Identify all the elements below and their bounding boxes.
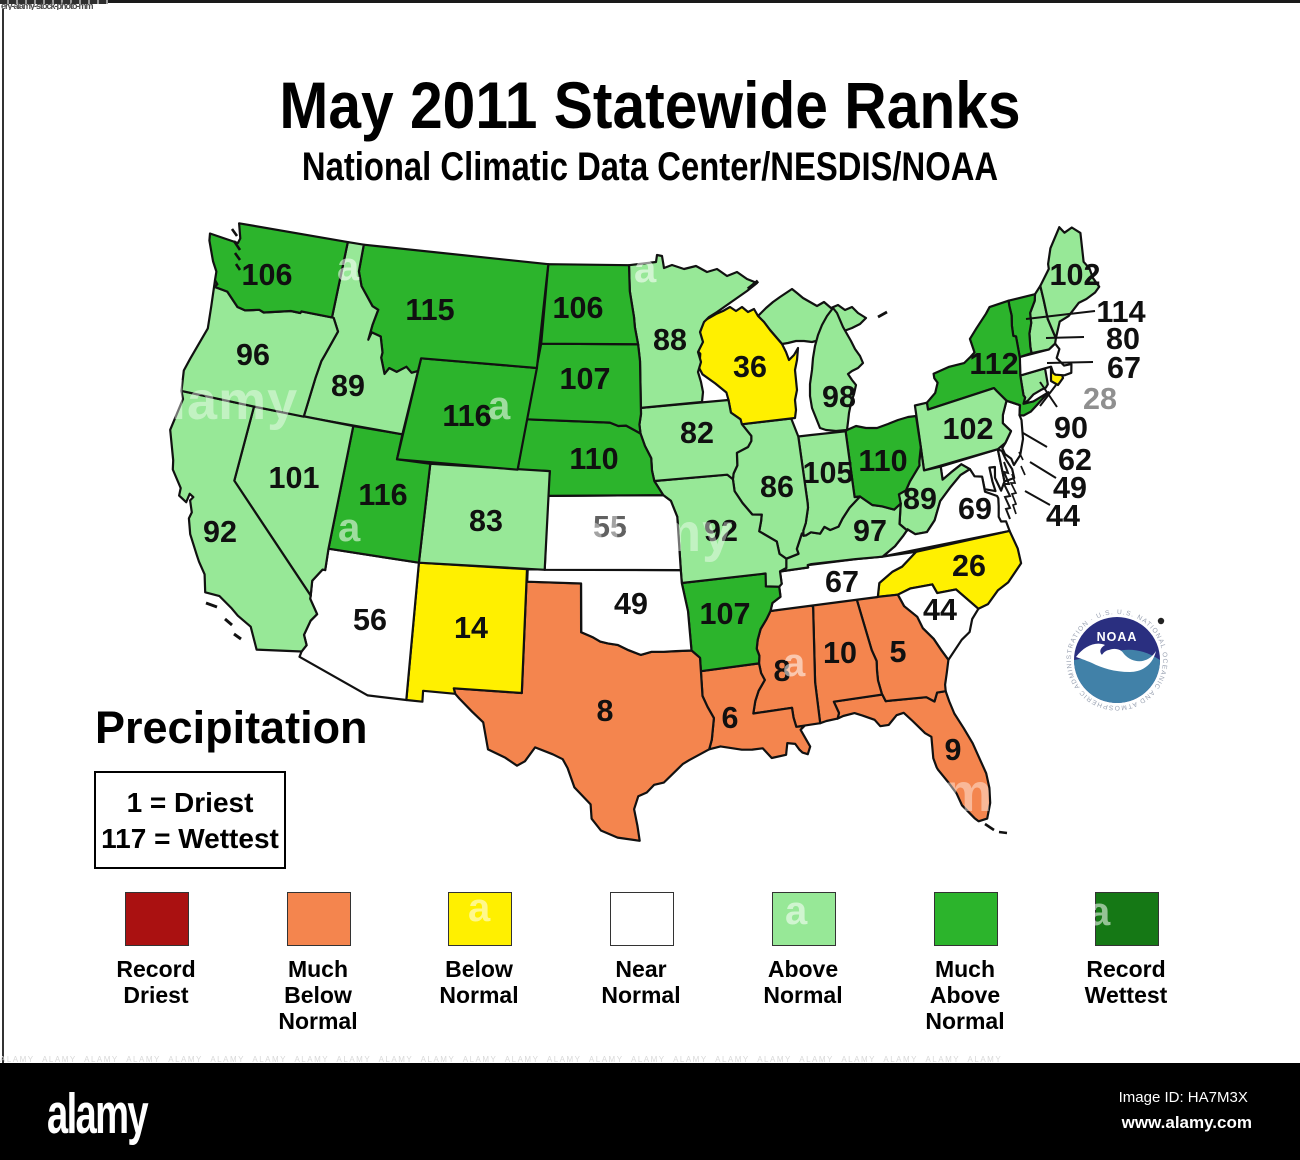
svg-text:14: 14 <box>454 611 488 645</box>
svg-text:67: 67 <box>825 565 859 599</box>
svg-text:106: 106 <box>553 291 604 325</box>
svg-text:8: 8 <box>597 694 614 728</box>
svg-text:62: 62 <box>1058 443 1092 477</box>
svg-text:44: 44 <box>923 593 957 627</box>
svg-text:114: 114 <box>1096 295 1145 329</box>
svg-text:86: 86 <box>760 470 794 504</box>
svg-text:8: 8 <box>774 654 791 688</box>
svg-text:5: 5 <box>890 635 907 669</box>
svg-text:49: 49 <box>1053 471 1087 505</box>
svg-text:90: 90 <box>1054 411 1088 445</box>
svg-text:67: 67 <box>1107 351 1141 385</box>
svg-text:110: 110 <box>569 442 618 476</box>
svg-text:107: 107 <box>700 597 751 631</box>
svg-text:115: 115 <box>405 293 454 327</box>
svg-text:106: 106 <box>242 258 293 292</box>
svg-text:28: 28 <box>1083 382 1117 416</box>
svg-text:102: 102 <box>1050 258 1101 292</box>
svg-text:92: 92 <box>203 515 237 549</box>
svg-text:112: 112 <box>969 347 1018 381</box>
svg-text:82: 82 <box>680 416 714 450</box>
svg-text:101: 101 <box>269 461 320 495</box>
svg-text:10: 10 <box>823 636 857 670</box>
svg-text:83: 83 <box>469 504 503 538</box>
svg-text:116: 116 <box>358 478 407 512</box>
svg-text:9: 9 <box>945 733 962 767</box>
svg-text:56: 56 <box>353 603 387 637</box>
svg-text:110: 110 <box>858 444 907 478</box>
svg-text:89: 89 <box>331 369 365 403</box>
svg-text:102: 102 <box>943 412 994 446</box>
svg-text:49: 49 <box>614 587 648 621</box>
svg-text:116: 116 <box>442 399 491 433</box>
svg-text:92: 92 <box>704 514 738 548</box>
svg-text:96: 96 <box>236 338 270 372</box>
svg-text:NOAA: NOAA <box>1097 630 1138 644</box>
svg-text:26: 26 <box>952 549 986 583</box>
svg-text:97: 97 <box>853 514 887 548</box>
svg-text:69: 69 <box>958 492 992 526</box>
svg-text:44: 44 <box>1046 499 1080 533</box>
svg-text:98: 98 <box>822 380 856 414</box>
svg-text:80: 80 <box>1106 322 1140 356</box>
svg-text:107: 107 <box>560 362 611 396</box>
svg-text:88: 88 <box>653 323 687 357</box>
svg-text:6: 6 <box>722 701 739 735</box>
svg-text:36: 36 <box>733 350 767 384</box>
svg-text:105: 105 <box>803 456 854 490</box>
svg-text:89: 89 <box>903 482 937 516</box>
svg-text:55: 55 <box>593 510 627 544</box>
